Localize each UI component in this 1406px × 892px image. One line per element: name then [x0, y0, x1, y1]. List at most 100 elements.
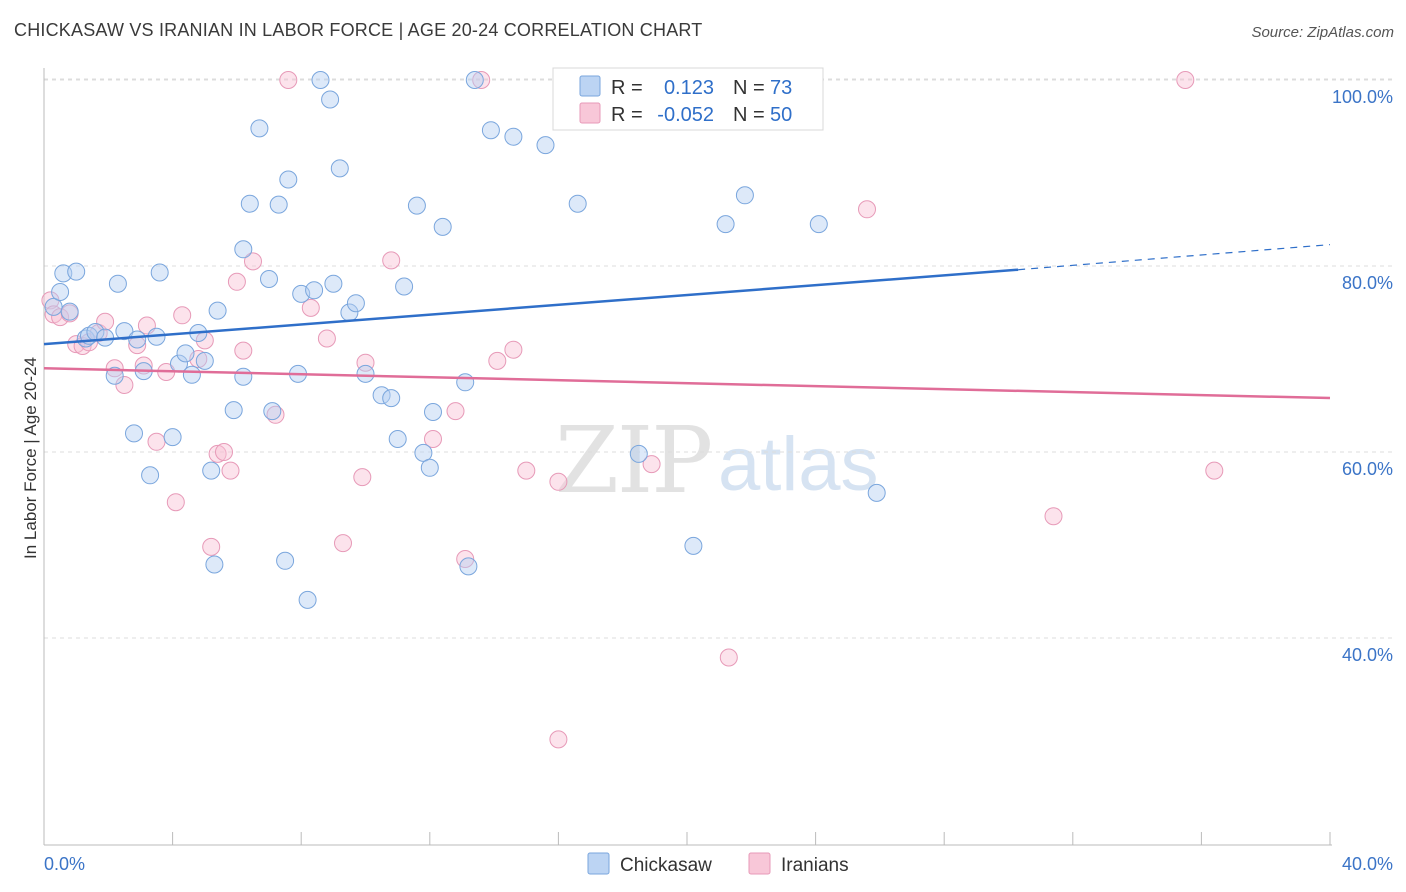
chickasaw-point [176, 344, 195, 363]
chickasaw-point [108, 274, 127, 293]
chickasaw-point [141, 466, 160, 485]
y-tick-labels: 40.0% 60.0% 80.0% 100.0% [1332, 87, 1393, 665]
iranians-point [227, 272, 246, 291]
iranians-point [1205, 461, 1224, 480]
chickasaw-point [115, 322, 134, 341]
trend-lines [43, 244, 1331, 400]
legend-r-label-2: R = [611, 104, 643, 126]
bottom-legend-label-chickasaw: Chickasaw [620, 855, 712, 876]
iranians-point [221, 461, 240, 480]
iranians-point [353, 468, 372, 487]
bottom-legend-label-iranians: Iranians [781, 855, 849, 876]
iranians-point [424, 430, 442, 448]
chickasaw-point [424, 403, 442, 421]
chickasaw-point [279, 170, 298, 189]
chickasaw-point [346, 294, 365, 313]
chickasaw-point [568, 194, 587, 213]
chickasaw-point [420, 458, 439, 477]
chickasaw-point [456, 373, 475, 392]
iranians-point [208, 444, 227, 463]
chickasaw-point [298, 590, 317, 609]
data-points [41, 71, 1224, 749]
chickasaw-point [716, 215, 735, 234]
watermark-atlas: atlas [718, 422, 879, 507]
chickasaw-point [150, 263, 169, 282]
iranians-point [173, 306, 192, 325]
stats-legend: R = 0.123 N = 73 R = -0.052 N = 50 [552, 67, 824, 131]
chickasaw-point [202, 461, 221, 480]
iranians-point [858, 200, 876, 219]
chickasaw-point [395, 277, 414, 296]
legend-r-value-1: 0.123 [664, 77, 714, 99]
iranians-trend-line [43, 367, 1331, 400]
chart-source: Source: ZipAtlas.com [1251, 24, 1394, 41]
chickasaw-trend-extension [1018, 244, 1331, 271]
iranians-point [105, 359, 124, 378]
y-tick-label-60: 60.0% [1342, 459, 1393, 479]
chickasaw-point [504, 127, 523, 146]
iranians-point [446, 402, 465, 421]
iranians-point [1176, 71, 1195, 89]
legend-n-value-1: 73 [770, 77, 792, 99]
chickasaw-point [735, 186, 754, 205]
y-axis-label: In Labor Force | Age 20-24 [21, 357, 40, 559]
chickasaw-trend-line [43, 268, 1019, 346]
chickasaw-point [76, 329, 95, 348]
chart-title: CHICKASAW VS IRANIAN IN LABOR FORCE | AG… [14, 20, 703, 40]
chickasaw-point [407, 196, 426, 215]
bottom-legend-swatch-chickasaw [587, 852, 610, 875]
x-tick-label-max: 40.0% [1342, 854, 1393, 874]
iranians-point [279, 71, 298, 89]
bottom-legend-swatch-iranians [748, 852, 771, 875]
chickasaw-point [311, 71, 330, 89]
iranians-point [147, 432, 166, 451]
iranians-point [301, 298, 320, 317]
iranians-point [234, 341, 253, 360]
chickasaw-point [382, 389, 401, 408]
iranians-point [488, 351, 507, 370]
legend-swatch-iranians [579, 102, 601, 124]
chickasaw-point [240, 194, 259, 213]
chickasaw-point [629, 444, 648, 463]
series-legend: Chickasaw Iranians [587, 852, 849, 876]
x-tick-label-min: 0.0% [44, 854, 85, 874]
legend-n-label-1: N = [733, 77, 765, 99]
chickasaw-point [51, 283, 70, 301]
iranians-point [504, 340, 523, 359]
chickasaw-point [330, 159, 349, 178]
chickasaw-point [459, 557, 478, 576]
chickasaw-point [305, 281, 324, 300]
iranians-point [202, 537, 221, 556]
chickasaw-point [96, 328, 115, 347]
chickasaw-point [356, 364, 375, 383]
legend-n-value-2: 50 [770, 104, 792, 126]
chickasaw-point [414, 443, 433, 462]
chickasaw-point [195, 351, 214, 370]
chickasaw-point [260, 270, 278, 288]
chickasaw-point [234, 240, 253, 259]
iranians-point [517, 461, 536, 480]
y-tick-label-80: 80.0% [1342, 273, 1393, 293]
x-axis-ticks [43, 832, 1331, 845]
chickasaw-point [205, 555, 224, 574]
iranians-point [244, 252, 262, 271]
chickasaw-point [324, 274, 343, 293]
chickasaw-point [182, 365, 201, 384]
chickasaw-point [684, 536, 703, 555]
chickasaw-point [60, 302, 79, 321]
chickasaw-point [125, 424, 143, 443]
y-tick-label-40: 40.0% [1342, 645, 1393, 665]
iranians-point [719, 648, 738, 667]
chickasaw-point [433, 217, 452, 236]
chickasaw-point [128, 330, 147, 349]
legend-r-label-1: R = [611, 77, 643, 99]
iranians-point [115, 376, 134, 394]
iranians-point [1044, 507, 1063, 526]
chickasaw-point [105, 366, 124, 385]
chickasaw-point [465, 71, 484, 89]
iranians-point [166, 493, 185, 512]
chickasaw-point [321, 90, 340, 109]
iranians-point [642, 455, 661, 474]
legend-r-value-2: -0.052 [657, 104, 714, 126]
